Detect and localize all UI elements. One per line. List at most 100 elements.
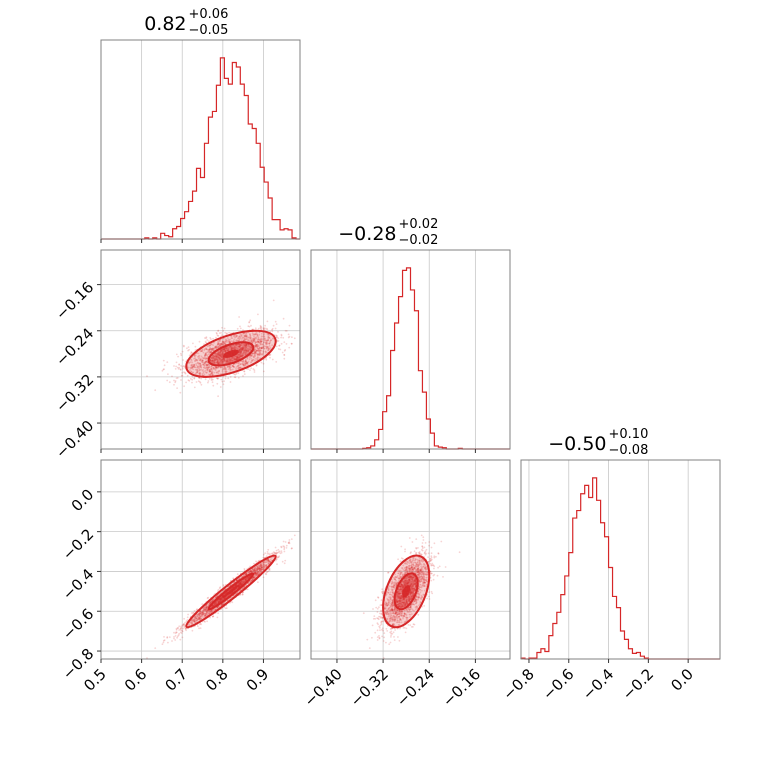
panel-1-0-point-1121 <box>260 340 262 343</box>
panel-2-0-point-1948 <box>280 546 283 549</box>
panel-1-0-point-248 <box>219 354 221 357</box>
panel-1-0-point-1452 <box>202 363 205 366</box>
panel-1-0-point-882 <box>220 342 222 345</box>
panel-1-0-point-130 <box>236 343 239 346</box>
panel-1-0-point-981 <box>214 359 217 362</box>
panel-1-0-point-1568 <box>283 354 286 356</box>
panel-1-0-point-632 <box>215 377 218 379</box>
panel-1-0-point-1481 <box>264 342 267 345</box>
panel-1-0-point-1187 <box>255 349 258 352</box>
panel-1-0-point-379 <box>241 347 244 349</box>
panel-1-0-point-1062 <box>242 332 245 335</box>
panel-1-0-point-309 <box>236 339 239 342</box>
panel-1-0-point-1404 <box>209 344 212 347</box>
panel-1-0-point-1119 <box>221 351 224 354</box>
panel-1-0-point-1088 <box>240 354 243 356</box>
panel-1-0-point-2053 <box>272 324 275 327</box>
panel-1-0-point-517 <box>214 369 217 372</box>
panel-1-0-point-750 <box>210 360 213 363</box>
panel-1-0-point-806 <box>239 346 242 349</box>
panel-1-0-point-1043 <box>260 361 263 364</box>
panel-1-0-point-1052 <box>241 361 244 363</box>
panel-1-0-point-960 <box>227 338 230 341</box>
panel-1-0-point-269 <box>246 361 249 364</box>
panel-2-0-point-712 <box>197 625 199 628</box>
panel-1-0-point-364 <box>211 369 214 371</box>
panel-1-0-point-1282 <box>223 357 225 360</box>
panel-1-0-point-296 <box>179 391 182 394</box>
panel-1-0-point-1171 <box>173 379 175 382</box>
panel-1-0-point-885 <box>222 357 225 360</box>
panel-1-0-point-129 <box>255 338 257 340</box>
panel-1-0-point-322 <box>232 365 235 368</box>
panel-1-0-point-102 <box>213 347 215 350</box>
panel-1-0-point-821 <box>198 362 201 364</box>
panel-1-0-point-124 <box>268 354 271 356</box>
panel-1-0-point-1162 <box>231 348 234 350</box>
panel-1-0-point-1168 <box>259 353 261 356</box>
panel-2-0-point-1171 <box>173 637 175 640</box>
panel-1-0-point-699 <box>228 349 231 351</box>
panel-1-0-point-79 <box>228 341 231 344</box>
panel-1-0-point-383 <box>214 357 217 360</box>
panel-1-0-point-174 <box>250 324 252 327</box>
panel-1-0-point-114 <box>268 342 270 345</box>
panel-1-0-point-337 <box>246 361 249 364</box>
panel-1-0-point-914 <box>175 377 178 379</box>
panel-1-0-point-1202 <box>241 348 244 351</box>
panel-1-0-point-1352 <box>223 348 226 351</box>
panel-1-0-point-454 <box>236 356 239 359</box>
panel-1-0-point-817 <box>240 348 243 351</box>
panel-2-0-point-1407 <box>183 617 186 620</box>
panel-1-0-point-1369 <box>276 336 278 339</box>
panel-1-0-point-398 <box>199 350 202 353</box>
panel-1-0-point-660 <box>234 358 237 361</box>
panel-1-0-point-1351 <box>205 361 207 363</box>
panel-1-0-point-1463 <box>192 366 195 368</box>
panel-1-0-point-352 <box>178 366 181 369</box>
panel-1-0-point-1735 <box>188 348 191 351</box>
panel-1-0-point-1113 <box>208 340 210 342</box>
panel-1-0-point-1451 <box>224 371 227 373</box>
panel-1-0-point-1006 <box>238 348 241 351</box>
panel-1-0-point-1051 <box>212 348 215 350</box>
panel-1-0-point-841 <box>258 333 261 336</box>
panel-1-0-point-1710 <box>199 382 202 384</box>
panel-1-0-point-258 <box>208 344 211 347</box>
panel-1-0-point-769 <box>260 346 263 349</box>
panel-1-0-point-862 <box>249 319 252 322</box>
panel-1-0-point-863 <box>202 361 205 364</box>
panel-1-0-point-1690 <box>277 340 280 342</box>
panel-1-0-point-425 <box>257 345 260 348</box>
panel-1-0-point-1397 <box>221 342 223 345</box>
panel-1-0-point-188 <box>220 359 223 361</box>
panel-2-0-point-1458 <box>285 544 288 547</box>
panel-1-0-point-521 <box>263 333 266 335</box>
panel-1-0-point-634 <box>195 381 198 383</box>
panel-1-0-point-740 <box>256 335 259 337</box>
panel-1-0-point-891 <box>249 333 252 336</box>
panel-2-0-point-1391 <box>268 552 270 555</box>
panel-1-0-point-527 <box>238 366 241 369</box>
panel-1-0-point-1340 <box>260 347 263 350</box>
panel-1-0-point-1044 <box>219 354 222 357</box>
panel-2-0-point-1191 <box>181 630 184 633</box>
panel-1-0-point-670 <box>204 361 207 363</box>
panel-1-0-point-339 <box>245 334 247 337</box>
panel-1-0-point-325 <box>204 378 207 381</box>
panel-1-0-point-807 <box>246 357 249 360</box>
panel-1-0-point-725 <box>212 356 214 359</box>
panel-1-0-point-242 <box>209 368 211 371</box>
panel-1-0-point-313 <box>254 351 257 354</box>
panel-1-0-point-1483 <box>213 355 215 358</box>
panel-1-0-point-1082 <box>244 351 247 354</box>
panel-1-0-point-760 <box>243 338 246 341</box>
panel-1-0-point-551 <box>218 363 221 365</box>
panel-1-0-point-1134 <box>258 354 261 357</box>
panel-1-0-point-851 <box>239 347 242 350</box>
panel-1-0-point-611 <box>210 365 213 368</box>
panel-1-0-point-69 <box>213 347 216 349</box>
panel-1-0-point-488 <box>262 347 265 349</box>
panel-1-0-point-687 <box>225 370 228 373</box>
panel-1-0-point-896 <box>220 360 222 362</box>
